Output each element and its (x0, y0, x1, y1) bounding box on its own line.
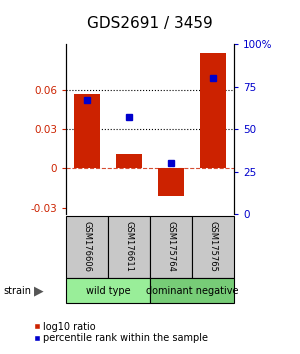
Text: GSM176606: GSM176606 (82, 221, 91, 273)
Text: ▶: ▶ (34, 284, 44, 297)
Bar (66, 278, 150, 303)
Bar (150, 278, 234, 303)
Bar (158, 169, 184, 196)
Text: GSM175765: GSM175765 (208, 222, 217, 272)
Text: GSM176611: GSM176611 (124, 222, 134, 272)
Bar (116, 154, 142, 169)
Bar (108, 216, 150, 278)
Text: strain: strain (3, 286, 31, 296)
Bar (74, 94, 100, 169)
Bar (150, 216, 192, 278)
Bar (66, 216, 108, 278)
Text: GSM175764: GSM175764 (167, 222, 176, 272)
Text: dominant negative: dominant negative (146, 286, 238, 296)
Bar (200, 53, 226, 169)
Text: wild type: wild type (86, 286, 130, 296)
Text: GDS2691 / 3459: GDS2691 / 3459 (87, 16, 213, 30)
Bar (192, 216, 234, 278)
Legend: log10 ratio, percentile rank within the sample: log10 ratio, percentile rank within the … (29, 318, 212, 347)
